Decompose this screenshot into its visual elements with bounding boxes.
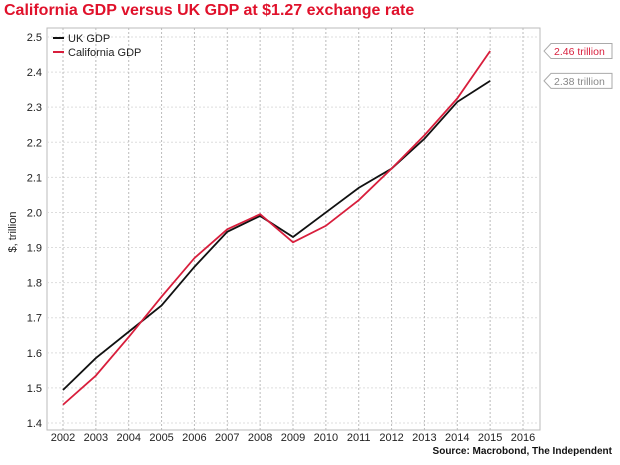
y-tick-label: 2.1 (27, 172, 42, 184)
series-line-1 (62, 50, 491, 406)
legend-label: UK GDP (68, 33, 110, 45)
end-label-box (543, 72, 613, 89)
x-tick-label: 2004 (116, 432, 140, 444)
x-tick-label: 2008 (248, 432, 272, 444)
x-tick-label: 2014 (445, 432, 469, 444)
x-tick-label: 2005 (149, 432, 173, 444)
series-line-0 (62, 80, 491, 391)
y-tick-label: 2.2 (27, 137, 42, 149)
y-tick-label: 2.5 (27, 32, 42, 44)
x-tick-label: 2015 (478, 432, 502, 444)
end-label: 2.46 trillion (554, 46, 605, 58)
y-axis-label: $, trillion (7, 212, 19, 253)
x-tick-label: 2016 (511, 432, 535, 444)
x-tick-label: 2013 (412, 432, 436, 444)
source-note: Source: Macrobond, The Independent (432, 446, 612, 457)
x-tick-label: 2011 (347, 432, 371, 444)
x-tick-label: 2012 (379, 432, 403, 444)
x-tick-label: 2010 (314, 432, 338, 444)
x-tick-label: 2002 (51, 432, 75, 444)
y-tick-label: 1.9 (27, 243, 42, 255)
y-tick-label: 1.8 (27, 278, 42, 290)
y-tick-label: 1.5 (27, 383, 42, 395)
x-tick-label: 2009 (281, 432, 305, 444)
y-tick-label: 2.0 (27, 207, 42, 219)
y-tick-label: 2.4 (27, 67, 42, 79)
legend-label: California GDP (68, 47, 141, 59)
x-tick-label: 2003 (84, 432, 108, 444)
y-tick-label: 2.3 (27, 102, 42, 114)
chart-title: California GDP versus UK GDP at $1.27 ex… (4, 2, 415, 19)
x-tick-label: 2006 (182, 432, 206, 444)
end-label-box (543, 43, 613, 60)
end-label: 2.38 trillion (554, 76, 605, 88)
y-tick-label: 1.4 (27, 418, 42, 430)
x-tick-label: 2007 (215, 432, 239, 444)
y-tick-label: 1.6 (27, 348, 42, 360)
y-tick-label: 1.7 (27, 313, 42, 325)
